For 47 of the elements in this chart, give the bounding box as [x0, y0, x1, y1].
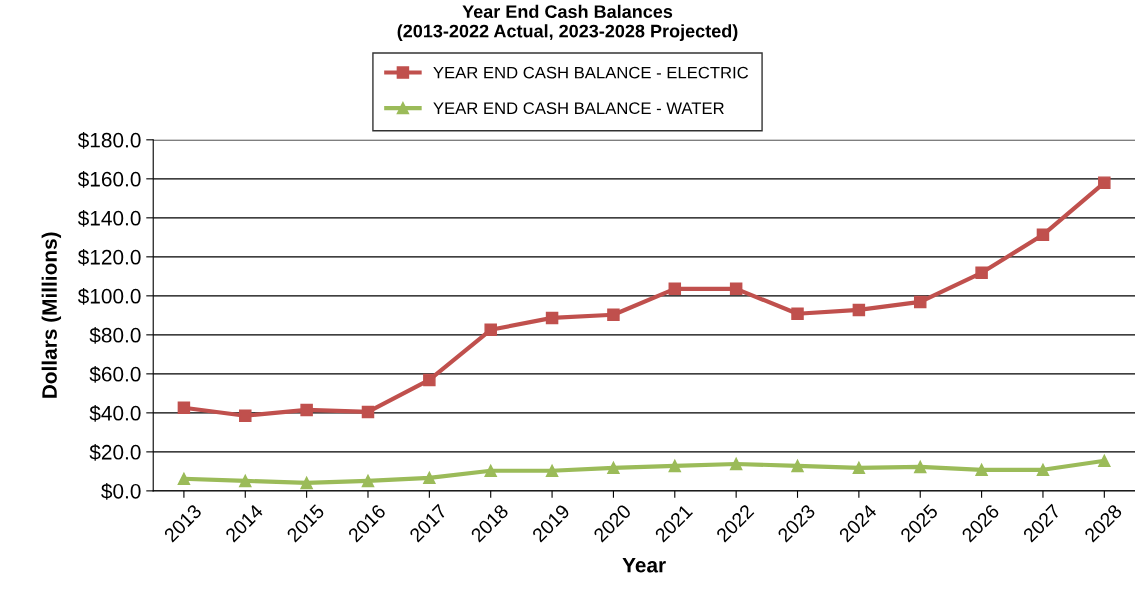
point [729, 457, 743, 471]
point [484, 323, 497, 337]
point [239, 474, 252, 488]
point [361, 474, 375, 488]
y-tick-label: $140.0 [77, 209, 141, 227]
y-tick-label: $180.0 [77, 131, 141, 149]
y-tick-label: $60.0 [89, 365, 141, 383]
point [300, 403, 313, 417]
y-tick-label: $100.0 [77, 287, 141, 305]
legend-label: YEAR END CASH BALANCE - WATER [433, 102, 724, 115]
point [239, 409, 252, 423]
point [300, 476, 313, 490]
chart-title: Year End Cash Balances (2013-2022 Actual, 2023-2028 Projected) [397, 4, 738, 42]
x-axis-title: Year [622, 557, 666, 573]
point [975, 463, 988, 477]
point [791, 459, 804, 473]
y-tick-label: $40.0 [89, 404, 141, 422]
point [607, 308, 620, 322]
point [1098, 176, 1111, 189]
point [177, 401, 191, 415]
point [1036, 228, 1050, 242]
point [852, 303, 866, 317]
point [545, 311, 559, 325]
point [545, 464, 559, 478]
point [668, 282, 682, 296]
legend-label: YEAR END CASH BALANCE - ELECTRIC [433, 66, 749, 79]
point [975, 266, 988, 280]
point [423, 373, 436, 387]
y-tick-label: $120.0 [77, 248, 141, 266]
point [361, 405, 375, 419]
point [729, 282, 743, 296]
y-tick-label: $80.0 [89, 326, 141, 344]
point [1036, 463, 1050, 477]
point [423, 471, 436, 485]
y-tick-label: $0.0 [101, 483, 141, 500]
point [913, 295, 927, 309]
point [1098, 454, 1111, 468]
point [177, 472, 191, 486]
point [791, 307, 804, 321]
point [484, 464, 497, 478]
y-tick-label: $20.0 [89, 444, 141, 461]
point [913, 460, 927, 474]
y-tick-label: $160.0 [77, 170, 141, 188]
point [852, 461, 866, 475]
point [668, 459, 682, 473]
point [607, 461, 620, 475]
y-axis-title: Dollars (Millions) [41, 232, 62, 398]
